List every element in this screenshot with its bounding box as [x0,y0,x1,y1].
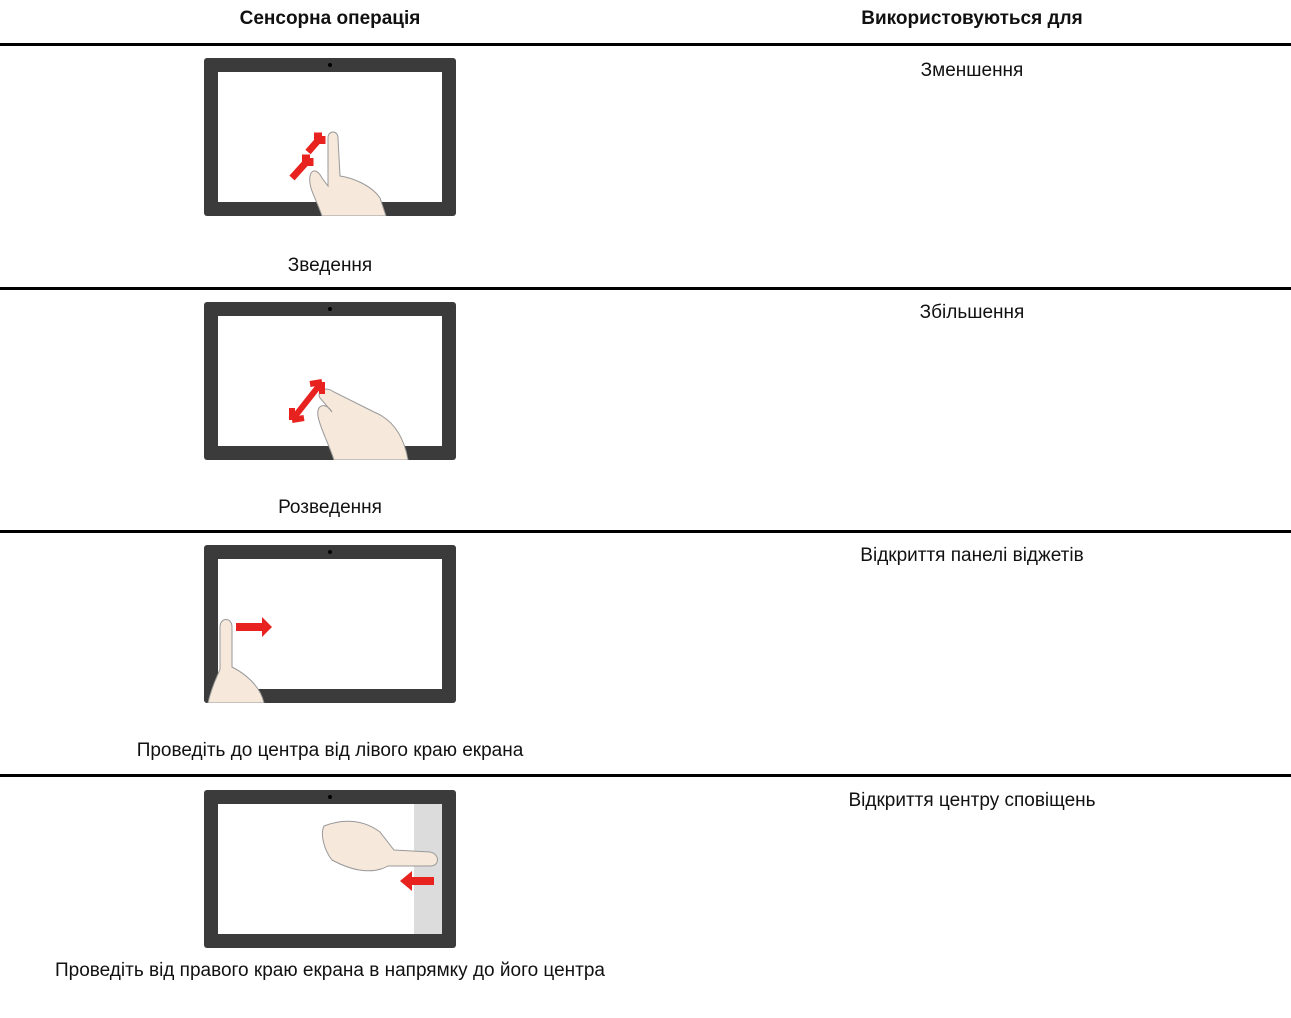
rule [0,43,1291,46]
gesture-use: Відкриття панелі віджетів [860,545,1084,566]
gesture-caption: Проведіть від правого краю екрана в напр… [54,960,605,981]
header-cell: Сенсорна операція [239,8,421,29]
swipe-left-edge-illustration [204,545,456,703]
gesture-use: Збільшення [919,302,1025,323]
pinch-illustration [204,58,456,216]
rule [0,287,1291,290]
gesture-caption: Проведіть до центра від лівого краю екра… [136,740,524,761]
header-cell: Використовуються для [861,8,1083,29]
rule [0,774,1291,777]
gesture-use: Відкриття центру сповіщень [848,790,1096,811]
rule [0,530,1291,533]
stretch-illustration [204,302,456,460]
gesture-caption: Розведення [278,497,382,518]
swipe-right-edge-illustration [204,790,456,948]
gesture-use: Зменшення [920,60,1024,81]
gesture-caption: Зведення [287,255,373,276]
